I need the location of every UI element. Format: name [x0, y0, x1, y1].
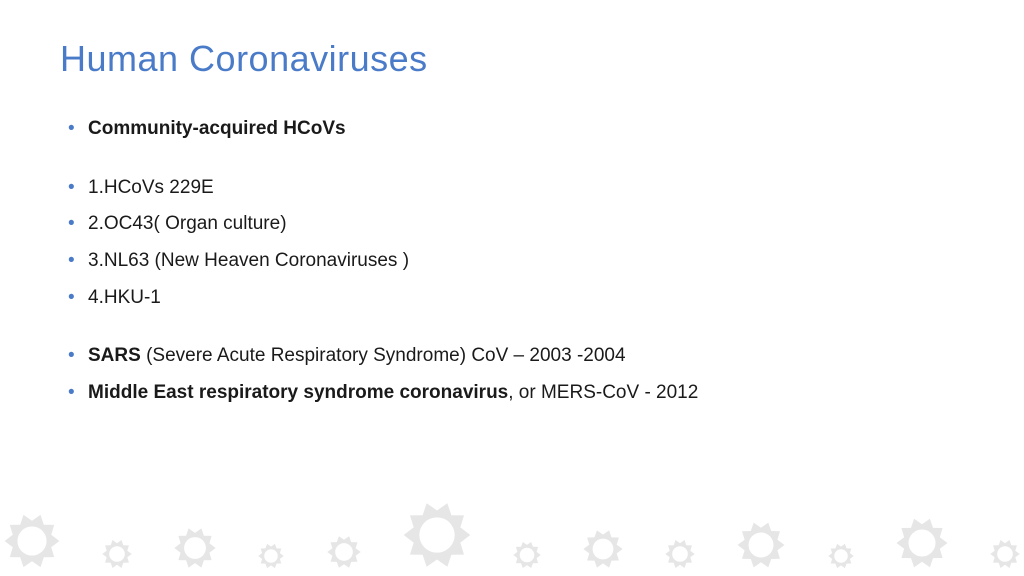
list-item: Community-acquired HCoVs: [66, 116, 964, 142]
virus-icon: [513, 541, 541, 574]
virus-icon: [174, 527, 216, 574]
list-item: 1.HCoVs 229E: [66, 175, 964, 201]
virus-icon: [737, 521, 785, 574]
virus-icon: [102, 539, 132, 574]
decor-row: [0, 496, 1024, 576]
virus-icon: [828, 543, 854, 574]
list-item-bold: Middle East respiratory syndrome coronav…: [88, 382, 508, 403]
list-item: 4.HKU-1: [66, 285, 964, 311]
virus-icon: [990, 539, 1020, 574]
list-item-bold: SARS: [88, 345, 141, 366]
list-item-text: 2.OC43( Organ culture): [88, 213, 287, 234]
virus-icon: [896, 517, 948, 574]
list-item-bold: Community-acquired HCoVs: [88, 118, 346, 139]
bullet-spacer: [66, 321, 964, 343]
list-item-text: 1.HCoVs 229E: [88, 177, 214, 198]
list-item-text: 3.NL63 (New Heaven Coronaviruses ): [88, 250, 409, 271]
list-item: Middle East respiratory syndrome coronav…: [66, 380, 964, 406]
virus-icon: [665, 539, 695, 574]
list-item-text: , or MERS-CoV - 2012: [508, 382, 698, 403]
virus-icon: [583, 529, 623, 574]
bullet-spacer: [66, 153, 964, 175]
virus-icon: [4, 513, 60, 574]
virus-icon: [403, 501, 471, 574]
list-item-text: 4.HKU-1: [88, 287, 161, 308]
list-item: 2.OC43( Organ culture): [66, 211, 964, 237]
bullet-list: Community-acquired HCoVs 1.HCoVs 229E 2.OC…: [60, 116, 964, 405]
list-item: SARS (Severe Acute Respiratory Syndrome)…: [66, 343, 964, 369]
list-item: 3.NL63 (New Heaven Coronaviruses ): [66, 248, 964, 274]
virus-icon: [327, 535, 361, 574]
virus-icon: [258, 543, 284, 574]
slide-title: Human Coronaviruses: [60, 38, 964, 80]
list-item-text: (Severe Acute Respiratory Syndrome) CoV …: [141, 345, 626, 366]
slide: Human Coronaviruses Community-acquired H…: [0, 0, 1024, 576]
